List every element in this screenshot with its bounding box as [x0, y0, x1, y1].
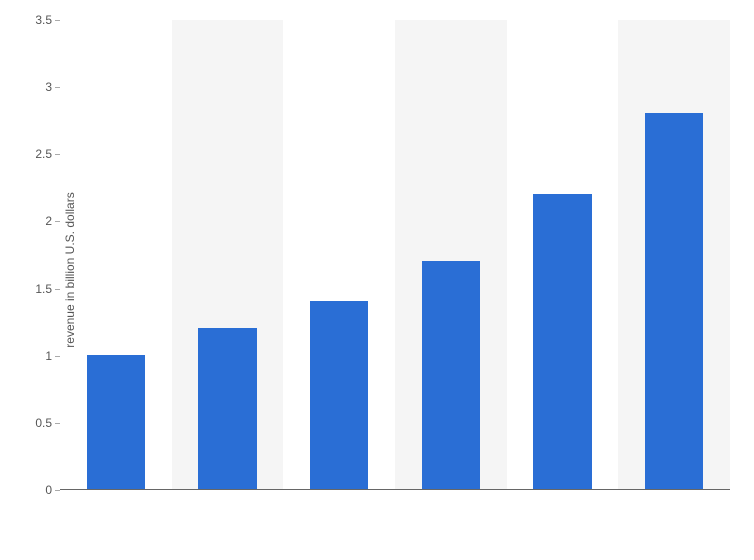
- y-tick-label: 0: [12, 483, 52, 497]
- y-tick-mark: [55, 490, 60, 491]
- y-tick-label: 3: [12, 80, 52, 94]
- y-tick-mark: [55, 154, 60, 155]
- y-tick-label: 1: [12, 349, 52, 363]
- bar: [87, 355, 145, 489]
- bar: [422, 261, 480, 489]
- y-tick-label: 2: [12, 214, 52, 228]
- y-tick-label: 0.5: [12, 416, 52, 430]
- y-tick-mark: [55, 87, 60, 88]
- y-tick-mark: [55, 20, 60, 21]
- bar-chart: revenue in billion U.S. dollars 00.511.5…: [60, 20, 730, 520]
- plot-area: [60, 20, 730, 490]
- y-tick-mark: [55, 221, 60, 222]
- y-tick-mark: [55, 289, 60, 290]
- bar: [198, 328, 256, 489]
- y-tick-mark: [55, 423, 60, 424]
- y-tick-label: 1.5: [12, 282, 52, 296]
- y-tick-mark: [55, 356, 60, 357]
- bar: [533, 194, 591, 489]
- bar: [645, 113, 703, 489]
- y-tick-label: 3.5: [12, 13, 52, 27]
- y-tick-label: 2.5: [12, 147, 52, 161]
- bar: [310, 301, 368, 489]
